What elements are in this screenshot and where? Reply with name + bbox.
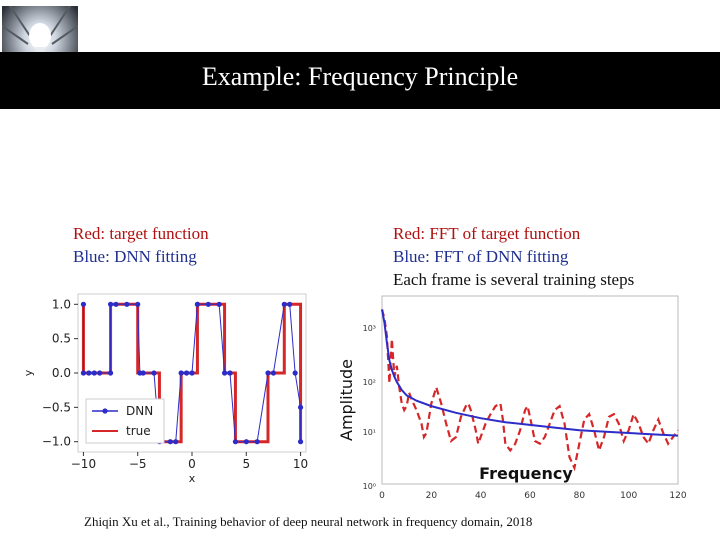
y-tick-label: 0.5 [52, 332, 71, 346]
legend-dnn-label: DNN [126, 404, 153, 418]
dnn-point [287, 301, 293, 307]
dnn-point [297, 404, 304, 410]
dnn-point [292, 370, 298, 376]
dnn-point [221, 370, 228, 376]
x-tick-label: 60 [524, 491, 536, 501]
series-line-dnn [82, 303, 302, 443]
dnn-point [189, 370, 195, 376]
dnn-point [135, 301, 141, 307]
dnn-point [173, 439, 179, 445]
legend-box [85, 398, 165, 444]
y-tick-label: −0.5 [42, 400, 71, 414]
y-tick-label: −1.0 [42, 435, 71, 449]
y-axis-label: Amplitude [337, 359, 356, 441]
caption-line: Red: target function [73, 224, 209, 243]
dnn-point [216, 301, 222, 307]
dnn-point [80, 370, 87, 376]
x-axis-label: Frequency [479, 464, 573, 483]
x-tick-label: 20 [426, 491, 438, 501]
y-tick-label: 10³ [363, 324, 376, 333]
x-tick-label: 40 [475, 491, 487, 501]
right-caption: Red: FFT of target function Blue: FFT of… [393, 222, 634, 291]
y-axis-label: y [22, 369, 35, 376]
x-tick-label: 100 [620, 491, 637, 501]
dnn-point [270, 370, 277, 376]
left-caption: Red: target function Blue: DNN fitting [73, 222, 209, 268]
dnn-point [124, 301, 130, 307]
page-title: Example: Frequency Principle [201, 62, 519, 91]
caption-line: Blue: DNN fitting [73, 247, 197, 266]
x-tick-label: −10 [71, 457, 96, 471]
x-tick-label: −5 [129, 457, 147, 471]
dnn-point [297, 439, 304, 445]
dnn-point [86, 370, 92, 376]
citation: Zhiqin Xu et al., Training behavior of d… [84, 514, 533, 529]
dnn-point [140, 370, 146, 376]
x-axis-label: x [189, 472, 196, 485]
dnn-point [227, 370, 233, 376]
caption-line: Blue: FFT of DNN fitting [393, 247, 569, 266]
dnn-point [178, 370, 184, 376]
dnn-point [254, 439, 260, 445]
title-bar [0, 52, 720, 109]
dnn-point [243, 439, 249, 445]
caption-line: Each frame is several training steps [393, 270, 635, 289]
x-tick-label: 5 [242, 457, 250, 471]
y-tick-label: 10⁰ [363, 482, 376, 491]
dnn-point [281, 301, 287, 307]
x-tick-label: 120 [669, 491, 686, 501]
dnn-point [167, 439, 173, 445]
y-tick-label: 10¹ [363, 428, 376, 437]
dnn-point [107, 370, 114, 376]
dnn-point [205, 301, 211, 307]
dnn-point [265, 370, 271, 376]
dnn-point [107, 301, 114, 307]
x-tick-label: 0 [379, 491, 385, 501]
plot-area [381, 295, 679, 485]
dnn-point [91, 370, 97, 376]
legend-true-label: true [126, 424, 151, 438]
series-line-dnn-fft [381, 309, 679, 437]
dnn-point [194, 301, 201, 307]
dnn-point [151, 370, 157, 376]
y-tick-label: 1.0 [52, 297, 71, 311]
dnn-point [113, 301, 119, 307]
x-tick-label: 0 [188, 457, 196, 471]
dnn-point [80, 301, 87, 307]
x-tick-label: 10 [293, 457, 308, 471]
frequency-domain-chart: 0 20 40 60 80 100 120 10³ 10² 10¹ 10⁰ Amplitude Freq… [337, 295, 687, 501]
y-tick-label: 0.0 [52, 366, 71, 380]
dnn-point [97, 370, 103, 376]
caption-line: Red: FFT of target function [393, 224, 581, 243]
dnn-point [183, 370, 190, 376]
y-tick-label: 10² [363, 378, 376, 387]
time-domain-chart: −10 −5 0 5 10 1.0 0.5 0.0 −0.5 −1.0 x y DNN true [22, 293, 308, 485]
legend-dnn-marker [102, 408, 108, 414]
dnn-point [232, 439, 239, 445]
x-tick-label: 80 [574, 491, 586, 501]
